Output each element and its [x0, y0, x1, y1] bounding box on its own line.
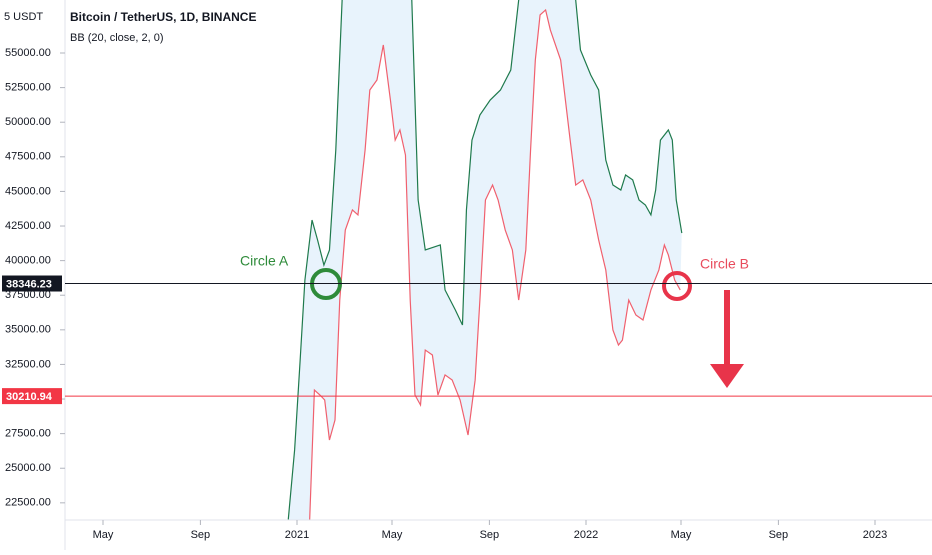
- x-tick-label: Sep: [769, 529, 789, 541]
- chart-title: Bitcoin / TetherUS, 1D, BINANCE: [70, 10, 256, 24]
- y-tick-label: 50000.00: [5, 116, 51, 128]
- x-tick-label: May: [671, 529, 692, 541]
- circle-b: [662, 271, 692, 301]
- y-tick-label: 55000.00: [5, 47, 51, 59]
- y-tick-label: 42500.00: [5, 220, 51, 232]
- y-tick-label: 25000.00: [5, 462, 51, 474]
- x-tick-label: 2022: [574, 529, 598, 541]
- price-label-box: [2, 388, 62, 405]
- series-group: [287, 0, 683, 520]
- y-tick-label: 45000.00: [5, 185, 51, 197]
- unit-box: [0, 8, 54, 26]
- x-tick-label: May: [382, 529, 403, 541]
- price-label-box: [2, 275, 62, 292]
- y-unit-label: 5 USDT: [4, 11, 43, 23]
- band-fill: [288, 0, 682, 520]
- y-tick-label: 40000.00: [5, 255, 51, 267]
- annotation: Circle A: [240, 253, 289, 269]
- price-label: 30210.94: [6, 391, 53, 403]
- x-tick-label: Sep: [191, 529, 211, 541]
- x-tick-label: 2021: [285, 529, 309, 541]
- series-line: [309, 8, 681, 520]
- x-tick-label: 2023: [863, 529, 887, 541]
- band-fill-group: [288, 0, 682, 520]
- chart-subtitle: BB (20, close, 2, 0): [70, 32, 164, 44]
- y-tick-label: 32500.00: [5, 358, 51, 370]
- x-tick-label: May: [93, 529, 114, 541]
- y-tick-label: 52500.00: [5, 82, 51, 94]
- y-tick-label: 35000.00: [5, 324, 51, 336]
- annotation: Circle B: [700, 256, 749, 272]
- y-tick-label: 22500.00: [5, 497, 51, 509]
- y-tick-label: 47500.00: [5, 151, 51, 163]
- series-line: [287, 0, 683, 520]
- x-tick-label: Sep: [480, 529, 500, 541]
- y-tick-label: 27500.00: [5, 428, 51, 440]
- price-label: 38346.23: [6, 278, 52, 290]
- arrow-head: [710, 364, 744, 388]
- y-tick-label: 37500.00: [5, 289, 51, 301]
